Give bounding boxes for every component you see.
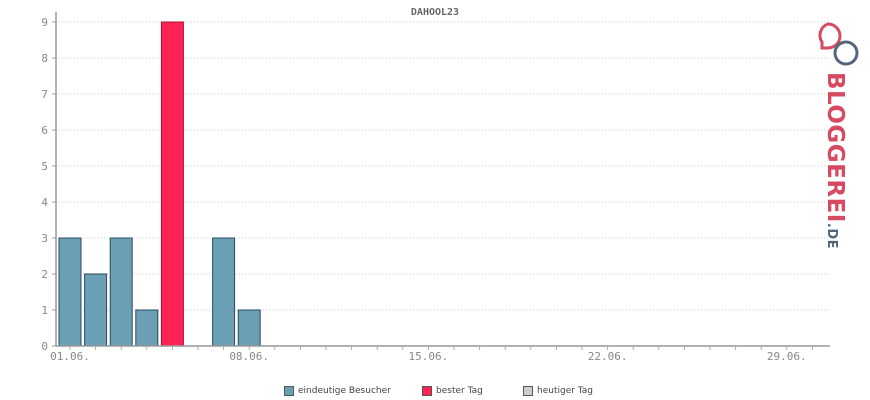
- x-tick-labels: 01.06. 08.06. 15.06. 22.06. 29.06.: [50, 350, 807, 363]
- legend-label-today: heutiger Tag: [537, 386, 594, 396]
- y-tick-label: 2: [41, 268, 48, 281]
- bar-visitors: [212, 237, 236, 347]
- legend-item-today: heutiger Tag: [523, 386, 593, 396]
- y-tick-labels: 0 1 2 3 4 5 6 7 8 9: [41, 16, 48, 353]
- logo-wordmark-main: BLOGGEREI: [822, 72, 848, 223]
- logo-wordmark-suffix: .DE: [824, 222, 839, 249]
- y-tick-label: 4: [41, 196, 48, 209]
- legend-swatch-best-day: [422, 386, 432, 396]
- bloggerei-logo: [812, 18, 868, 218]
- x-tick-label: 15.06.: [409, 350, 449, 363]
- legend-label-best-day: bester Tag: [436, 386, 483, 396]
- x-tick-label: 22.06.: [588, 350, 628, 363]
- chart-title: DAHOOL23: [411, 7, 459, 18]
- axes: [55, 12, 830, 350]
- bar-visitors: [58, 237, 82, 347]
- bar-visitors: [135, 309, 159, 347]
- y-tick-label: 8: [41, 52, 48, 65]
- legend-label-visitors: eindeutige Besucher: [298, 386, 391, 396]
- bar-visitors: [109, 237, 133, 347]
- grid-lines: [52, 21, 830, 347]
- x-tick-label: 08.06.: [229, 350, 269, 363]
- legend-swatch-visitors: [284, 386, 294, 396]
- y-tick-label: 0: [41, 340, 48, 353]
- logo-wordmark: BLOGGEREI.DE: [818, 72, 848, 262]
- x-tick-label: 01.06.: [50, 350, 90, 363]
- y-tick-label: 1: [41, 304, 48, 317]
- legend-item-best-day: bester Tag: [422, 386, 483, 396]
- x-tick-label: 29.06.: [767, 350, 807, 363]
- legend-item-visitors: eindeutige Besucher: [284, 386, 391, 396]
- legend-swatch-today: [523, 386, 533, 396]
- y-tick-label: 6: [41, 124, 48, 137]
- chart-legend: eindeutige Besucher bester Tag heutiger …: [0, 386, 870, 400]
- logo-symbol-icon: [818, 22, 859, 66]
- y-tick-label: 5: [41, 160, 48, 173]
- bar-best-day: [160, 21, 184, 347]
- y-tick-label: 7: [41, 88, 48, 101]
- bar-group: [58, 21, 261, 347]
- bar-visitors: [84, 273, 108, 347]
- bar-visitors: [237, 309, 261, 347]
- y-tick-label: 3: [41, 232, 48, 245]
- y-tick-label: 9: [41, 16, 48, 29]
